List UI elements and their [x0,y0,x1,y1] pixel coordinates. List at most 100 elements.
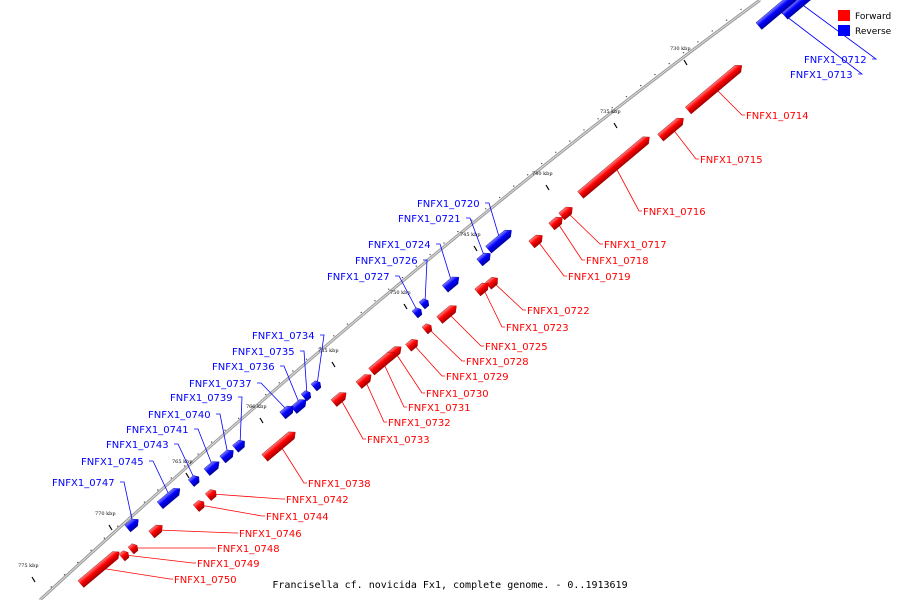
gene-feature [548,216,563,231]
leader-line [436,243,453,284]
gene-feature [187,475,200,487]
gene-feature [411,307,423,319]
gene-label: FNFX1_0720 [417,199,480,210]
gene-labels: FNFX1_0712 FNFX1_0713 FNFX1_0714 FNFX1_0715… [52,55,867,586]
backbone-dot [540,162,543,165]
gene-label: FNFX1_0727 [327,272,390,283]
gene-feature [232,440,245,453]
backbone-dot [305,358,308,360]
leader-line [149,460,171,498]
backbone-dot [682,52,685,54]
leader-line [482,287,505,328]
backbone-dot [401,276,404,279]
backbone-dot [485,208,487,210]
leader-line [99,567,173,580]
tick-label: 740 kbp [532,171,553,177]
gene-label: FNFX1_0716 [643,207,706,218]
backbone-dot [264,393,267,396]
leader-line [427,327,465,362]
gene-label: FNFX1_0748 [217,544,280,555]
gene-feature [528,234,543,249]
leader-line [799,2,878,60]
leader-line [174,443,196,481]
tick-mark [613,122,618,129]
backbone-dot [697,41,699,43]
backbone-dot [170,477,172,479]
gene-feature [219,449,234,464]
leader-line [199,504,265,517]
gene-label: FNFX1_0728 [466,357,529,368]
legend: Forward Reverse [838,10,892,37]
backbone-dot [224,429,226,431]
leader-line [339,397,366,440]
backbone-dot [143,501,146,503]
backbone-dot [569,140,571,142]
gene-label: FNFX1_0736 [212,362,275,373]
backbone-dot [319,346,321,349]
backbone-dot [429,253,431,256]
legend-forward-label: Forward [855,12,891,22]
backbone-dot [50,586,52,588]
backbone-dot [597,118,599,120]
leader-line [536,239,567,277]
gene-feature [485,229,512,254]
tick-mark [683,59,688,66]
gene-feature [436,305,457,324]
tick-mark [473,245,478,252]
tick-label: 760 kbp [246,404,267,410]
gene-label: FNFX1_0743 [106,440,169,451]
gene-feature [421,323,433,335]
gene-label: FNFX1_0721 [398,214,461,225]
leader-line [714,87,745,116]
backbone-dot [415,265,418,267]
gene-label: FNFX1_0746 [239,529,302,540]
genome-caption: Francisella cf. novicida Fx1, complete g… [272,580,627,591]
leader-line [412,343,445,377]
backbone-dot [197,453,199,455]
gene-label: FNFX1_0741 [126,425,189,436]
gene-feature [261,431,296,462]
gene-feature [657,117,684,142]
tick-mark [545,184,550,191]
backbone-dot [333,335,335,337]
backbone-dot [157,489,159,491]
leader-lines [99,2,878,580]
leader-line [466,217,486,259]
tick-label: 735 kbp [600,109,621,115]
gene-label: FNFX1_0715 [700,155,763,166]
genome-backbone-highlight [39,0,761,600]
gene-feature [418,298,430,310]
tick-mark [403,303,408,310]
gene-feature [156,488,181,510]
backbone-dot [639,84,642,87]
backbone-dot [668,62,670,65]
tick-label: 745 kbp [460,232,481,238]
backbone-dot [77,561,79,564]
legend-forward-swatch [838,10,850,21]
gene-feature [755,0,798,30]
backbone-dot [740,8,742,11]
backbone-dot [443,242,445,244]
backbone-dot [346,323,349,325]
gene-label: FNFX1_0742 [286,495,349,506]
tick-mark [108,524,113,531]
backbone-dot [388,288,390,290]
leader-line [447,312,484,347]
backbone-dot [103,537,106,539]
gene-feature [474,282,489,297]
backbone-dot [292,370,294,372]
leader-line [485,202,501,241]
backbone-dot [526,174,529,176]
gene-label: FNFX1_0747 [52,478,115,489]
leader-line [211,493,285,500]
gene-feature [441,276,460,293]
backbone-dot [498,196,501,199]
gene-feature [405,339,418,352]
backbone-dot [512,185,515,187]
gene-label: FNFX1_0749 [197,559,260,570]
gene-feature [127,543,139,555]
tick-label: 730 kbp [670,46,691,52]
leader-line [394,351,425,394]
backbone-dot [251,405,253,408]
